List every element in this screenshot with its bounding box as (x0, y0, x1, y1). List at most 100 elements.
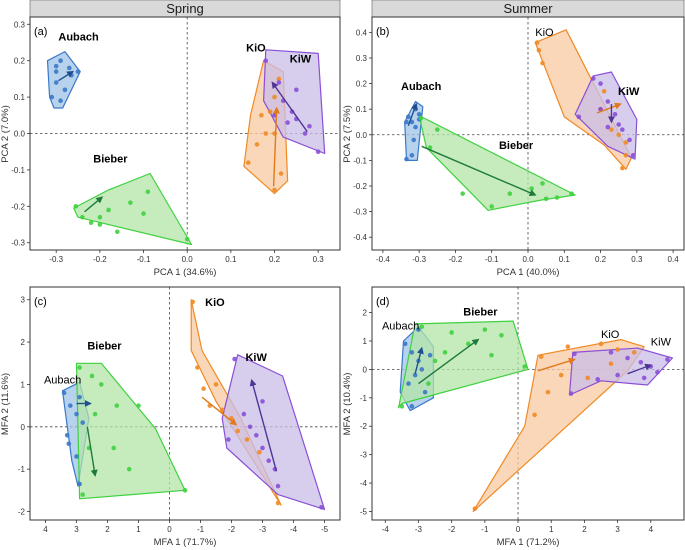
x-tick-label: 1 (136, 525, 141, 534)
point-kiw (576, 114, 582, 120)
point-kiw (307, 123, 312, 129)
panel-a-hulls (46, 49, 326, 246)
group-label-aubach: Aubach (401, 81, 442, 93)
point-kio (545, 389, 551, 395)
group-label-kio: KiO (535, 27, 554, 39)
x-tick-label: -0.2 (93, 255, 107, 264)
y-tick-label: -1 (18, 465, 26, 474)
point-kio (244, 437, 250, 442)
point-bieber (99, 382, 104, 387)
strip-spring: Spring (29, 0, 341, 18)
point-aubach (66, 441, 72, 447)
point-aubach (77, 394, 82, 400)
strip-summer: Summer (371, 0, 685, 18)
x-tick-label: -5 (321, 525, 329, 534)
y-tick-label: 0.1 (14, 93, 26, 102)
point-kio (195, 365, 200, 370)
arrow-kio (596, 102, 622, 114)
arrow-kio (537, 357, 576, 372)
point-kiw (598, 106, 603, 112)
point-kiw (260, 445, 265, 451)
point-kiw (630, 152, 636, 158)
point-kiw (241, 411, 247, 417)
panel-c-arrows (76, 378, 278, 477)
panel-c-ylabel: MFA 2 (11.6%) (0, 373, 11, 435)
x-tick-label: -1 (481, 525, 489, 534)
group-label-kio: KiO (246, 43, 266, 55)
hull-bieber (418, 114, 576, 211)
panel-d-group-labels: Aubach Bieber KiO KiW (382, 306, 672, 348)
arrow-bieber (84, 196, 104, 213)
point-kio (536, 47, 542, 53)
x-tick-label: 0.2 (595, 255, 607, 264)
arrow-aubach (407, 102, 418, 127)
panel-a-ylabel: PCA 2 (7.0%) (0, 105, 11, 163)
x-tick-label: 4 (649, 525, 654, 534)
point-kiw (276, 80, 282, 85)
point-kio (257, 449, 262, 455)
point-kio (623, 140, 629, 145)
x-tick-label: 0 (516, 525, 521, 534)
point-kio (585, 375, 591, 381)
panel-d-ticks: -4 -3 -2 -1 0 1 2 3 4 -5 -4 -3 -2 -1 0 1 2 (360, 309, 654, 534)
point-kiw (285, 120, 290, 125)
x-tick-label: 0.3 (313, 255, 325, 264)
panel-d-frame (371, 286, 685, 521)
point-kiw (568, 391, 574, 396)
point-kiw (315, 149, 321, 155)
point-kiw (605, 124, 611, 130)
point-aubach (402, 341, 408, 347)
point-kio (609, 127, 614, 132)
point-bieber (399, 404, 405, 409)
panel-b-letter: (b) (376, 26, 389, 38)
point-kiw (247, 424, 253, 430)
point-bieber (111, 445, 116, 451)
point-kiw (572, 351, 577, 357)
point-kio (272, 187, 277, 193)
group-label-kio: KiO (205, 297, 225, 309)
hull-bieber (75, 362, 186, 500)
y-tick-label: 0 (363, 365, 368, 374)
point-bieber (489, 204, 495, 209)
x-tick-label: -0.3 (49, 255, 63, 264)
x-tick-label: -0.4 (376, 255, 390, 264)
hull-bieber (398, 320, 529, 409)
point-aubach (80, 420, 85, 425)
point-aubach (409, 350, 415, 355)
strip-summer-label: Summer (503, 1, 553, 16)
x-tick-label: 4 (43, 525, 48, 534)
point-kiw (641, 375, 647, 381)
point-aubach (64, 432, 70, 438)
y-tick-label: 1 (363, 337, 368, 346)
point-kio (534, 40, 540, 45)
arrow-bieber (421, 145, 537, 196)
point-kio (276, 76, 282, 82)
panel-a-points (49, 58, 321, 242)
point-kio (540, 60, 545, 66)
x-tick-label: -3 (415, 525, 423, 534)
hull-bieber (73, 172, 193, 246)
x-tick-label: -2 (448, 525, 456, 534)
point-kio (201, 386, 206, 391)
point-aubach (422, 389, 428, 395)
point-bieber (540, 181, 545, 186)
hull-aubach (46, 50, 81, 109)
group-label-aubach: Aubach (44, 375, 81, 387)
point-bieber (92, 411, 98, 417)
point-kio (538, 354, 544, 359)
point-kiw (638, 359, 644, 365)
panel-b-xlabel: PCA 1 (40.0%) (497, 267, 560, 278)
point-bieber (507, 191, 513, 196)
y-tick-label: -0.2 (11, 202, 25, 211)
point-bieber (128, 200, 133, 205)
point-aubach (406, 381, 411, 386)
point-kiw (648, 364, 654, 369)
point-kio (601, 88, 607, 94)
panel-b-points (404, 40, 636, 209)
point-bieber (426, 381, 431, 386)
point-bieber (554, 195, 560, 200)
point-kiw (226, 437, 231, 442)
point-kio (598, 341, 604, 347)
point-bieber (529, 186, 534, 191)
